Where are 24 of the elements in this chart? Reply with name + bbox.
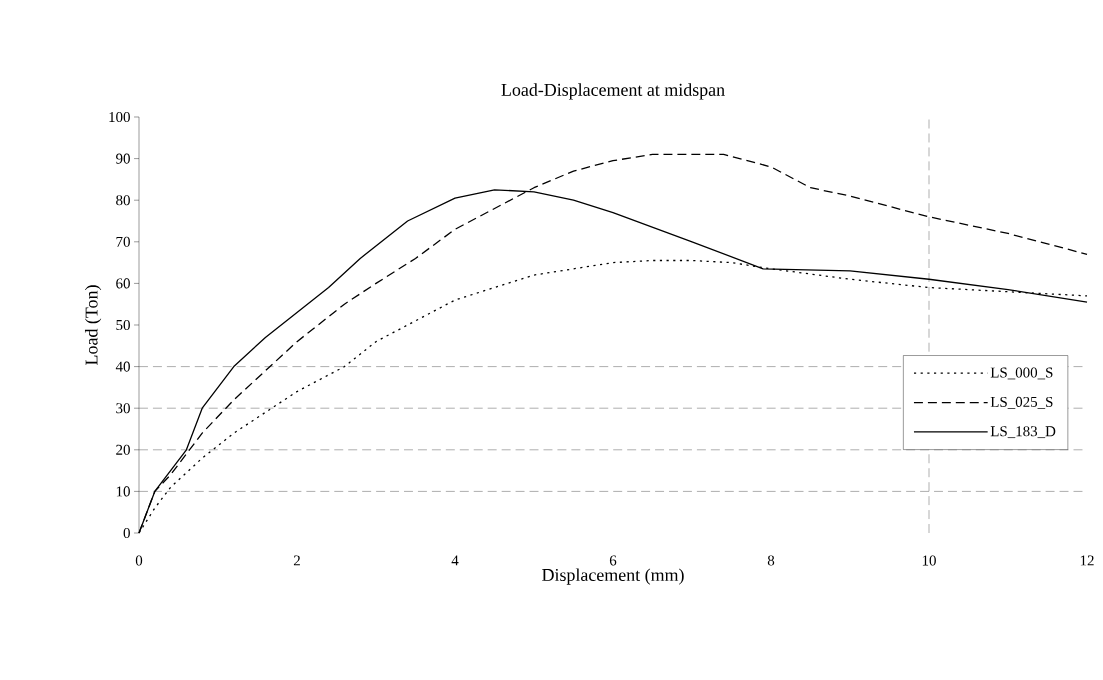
y-tick-label: 80 xyxy=(116,195,130,206)
y-tick-label: 0 xyxy=(123,527,130,539)
x-tick-label: 4 xyxy=(451,555,459,566)
y-tick-label: 90 xyxy=(116,153,130,164)
y-tick-label: 40 xyxy=(115,361,130,372)
x-tick-label: 0 xyxy=(135,555,143,566)
y-tick-label: 70 xyxy=(116,236,130,247)
x-tick-label: 12 xyxy=(1080,555,1094,566)
legend-label: LS_025_S xyxy=(990,396,1053,409)
y-tick-label: 50 xyxy=(116,319,130,331)
legend-label: LS_183_D xyxy=(990,426,1056,439)
x-tick-label: 10 xyxy=(922,555,936,566)
chart-title: Load-Displacement at midspan xyxy=(501,83,725,100)
y-tick-label: 60 xyxy=(116,278,130,289)
x-tick-label: 6 xyxy=(609,555,617,566)
y-axis-title: Load (Ton) xyxy=(84,285,102,365)
x-tick-label: 8 xyxy=(767,555,775,566)
y-tick-label: 20 xyxy=(116,444,130,455)
x-tick-label: 2 xyxy=(293,555,300,566)
y-tick-label: 30 xyxy=(116,403,130,414)
legend-label: LS_000_S xyxy=(990,367,1053,380)
y-tick-label: 10 xyxy=(116,486,130,497)
x-axis-title: Displacement (mm) xyxy=(542,568,684,585)
y-tick-label: 100 xyxy=(109,111,130,123)
